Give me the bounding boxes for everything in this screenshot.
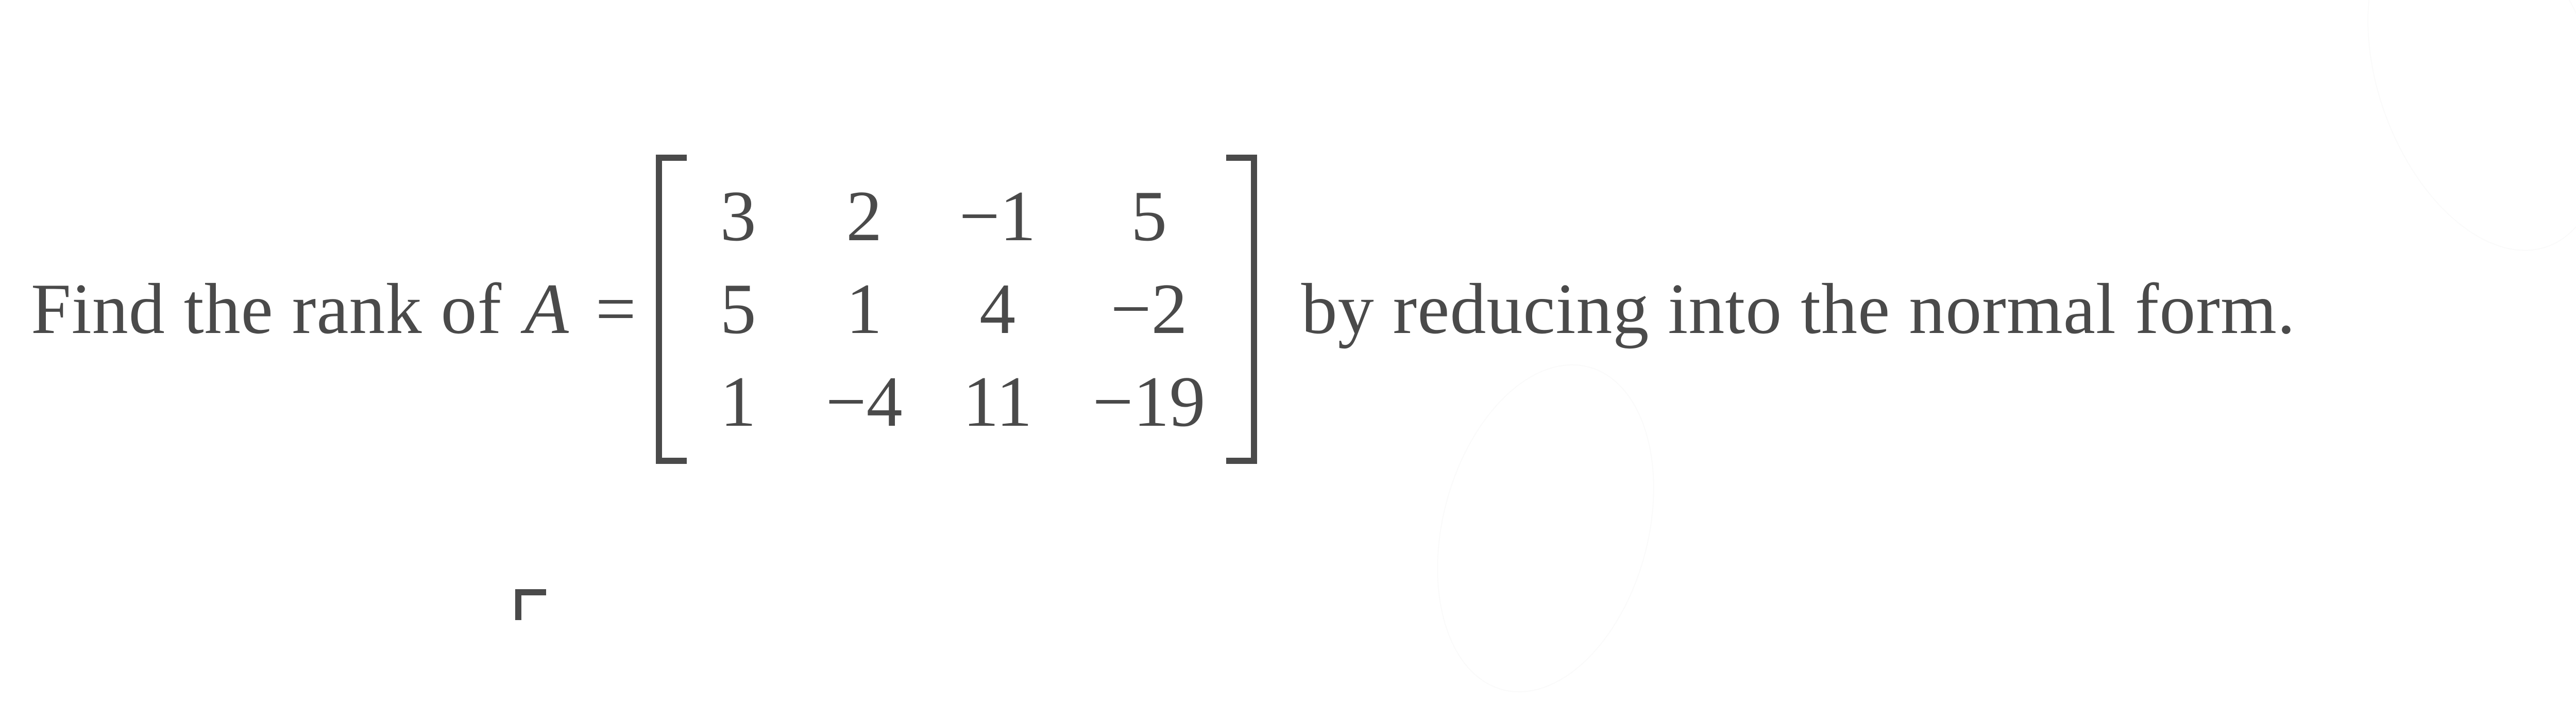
matrix-cell: 11 [959,359,1036,445]
matrix-bracket-right [1226,155,1257,464]
equals-sign: = [581,266,651,353]
matrix-cell: −19 [1093,359,1206,445]
matrix-cell: 5 [707,266,769,353]
matrix-cell: −4 [826,359,903,445]
matrix-cell: 1 [826,266,903,353]
matrix-cell: 2 [826,173,903,260]
matrix-cell: −1 [959,173,1036,260]
matrix-variable: A [520,266,581,353]
matrix-cell: 3 [707,173,769,260]
partial-bracket-bottom-left [515,589,546,620]
matrix-cell: 1 [707,359,769,445]
watermark-ellipse-1 [2323,0,2576,284]
matrix-grid: 3 2 −1 5 5 1 4 −2 1 −4 11 −19 [687,155,1226,464]
matrix-cell: 5 [1093,173,1206,260]
matrix-cell: −2 [1093,266,1206,353]
lead-text: Find the rank of [31,266,520,353]
matrix-cell: 4 [959,266,1036,353]
problem-statement: Find the rank of A = 3 2 −1 5 5 1 4 −2 1… [31,155,2296,464]
trail-text: by reducing into the normal form. [1262,266,2296,353]
matrix-bracket-left [656,155,687,464]
matrix: 3 2 −1 5 5 1 4 −2 1 −4 11 −19 [656,155,1257,464]
